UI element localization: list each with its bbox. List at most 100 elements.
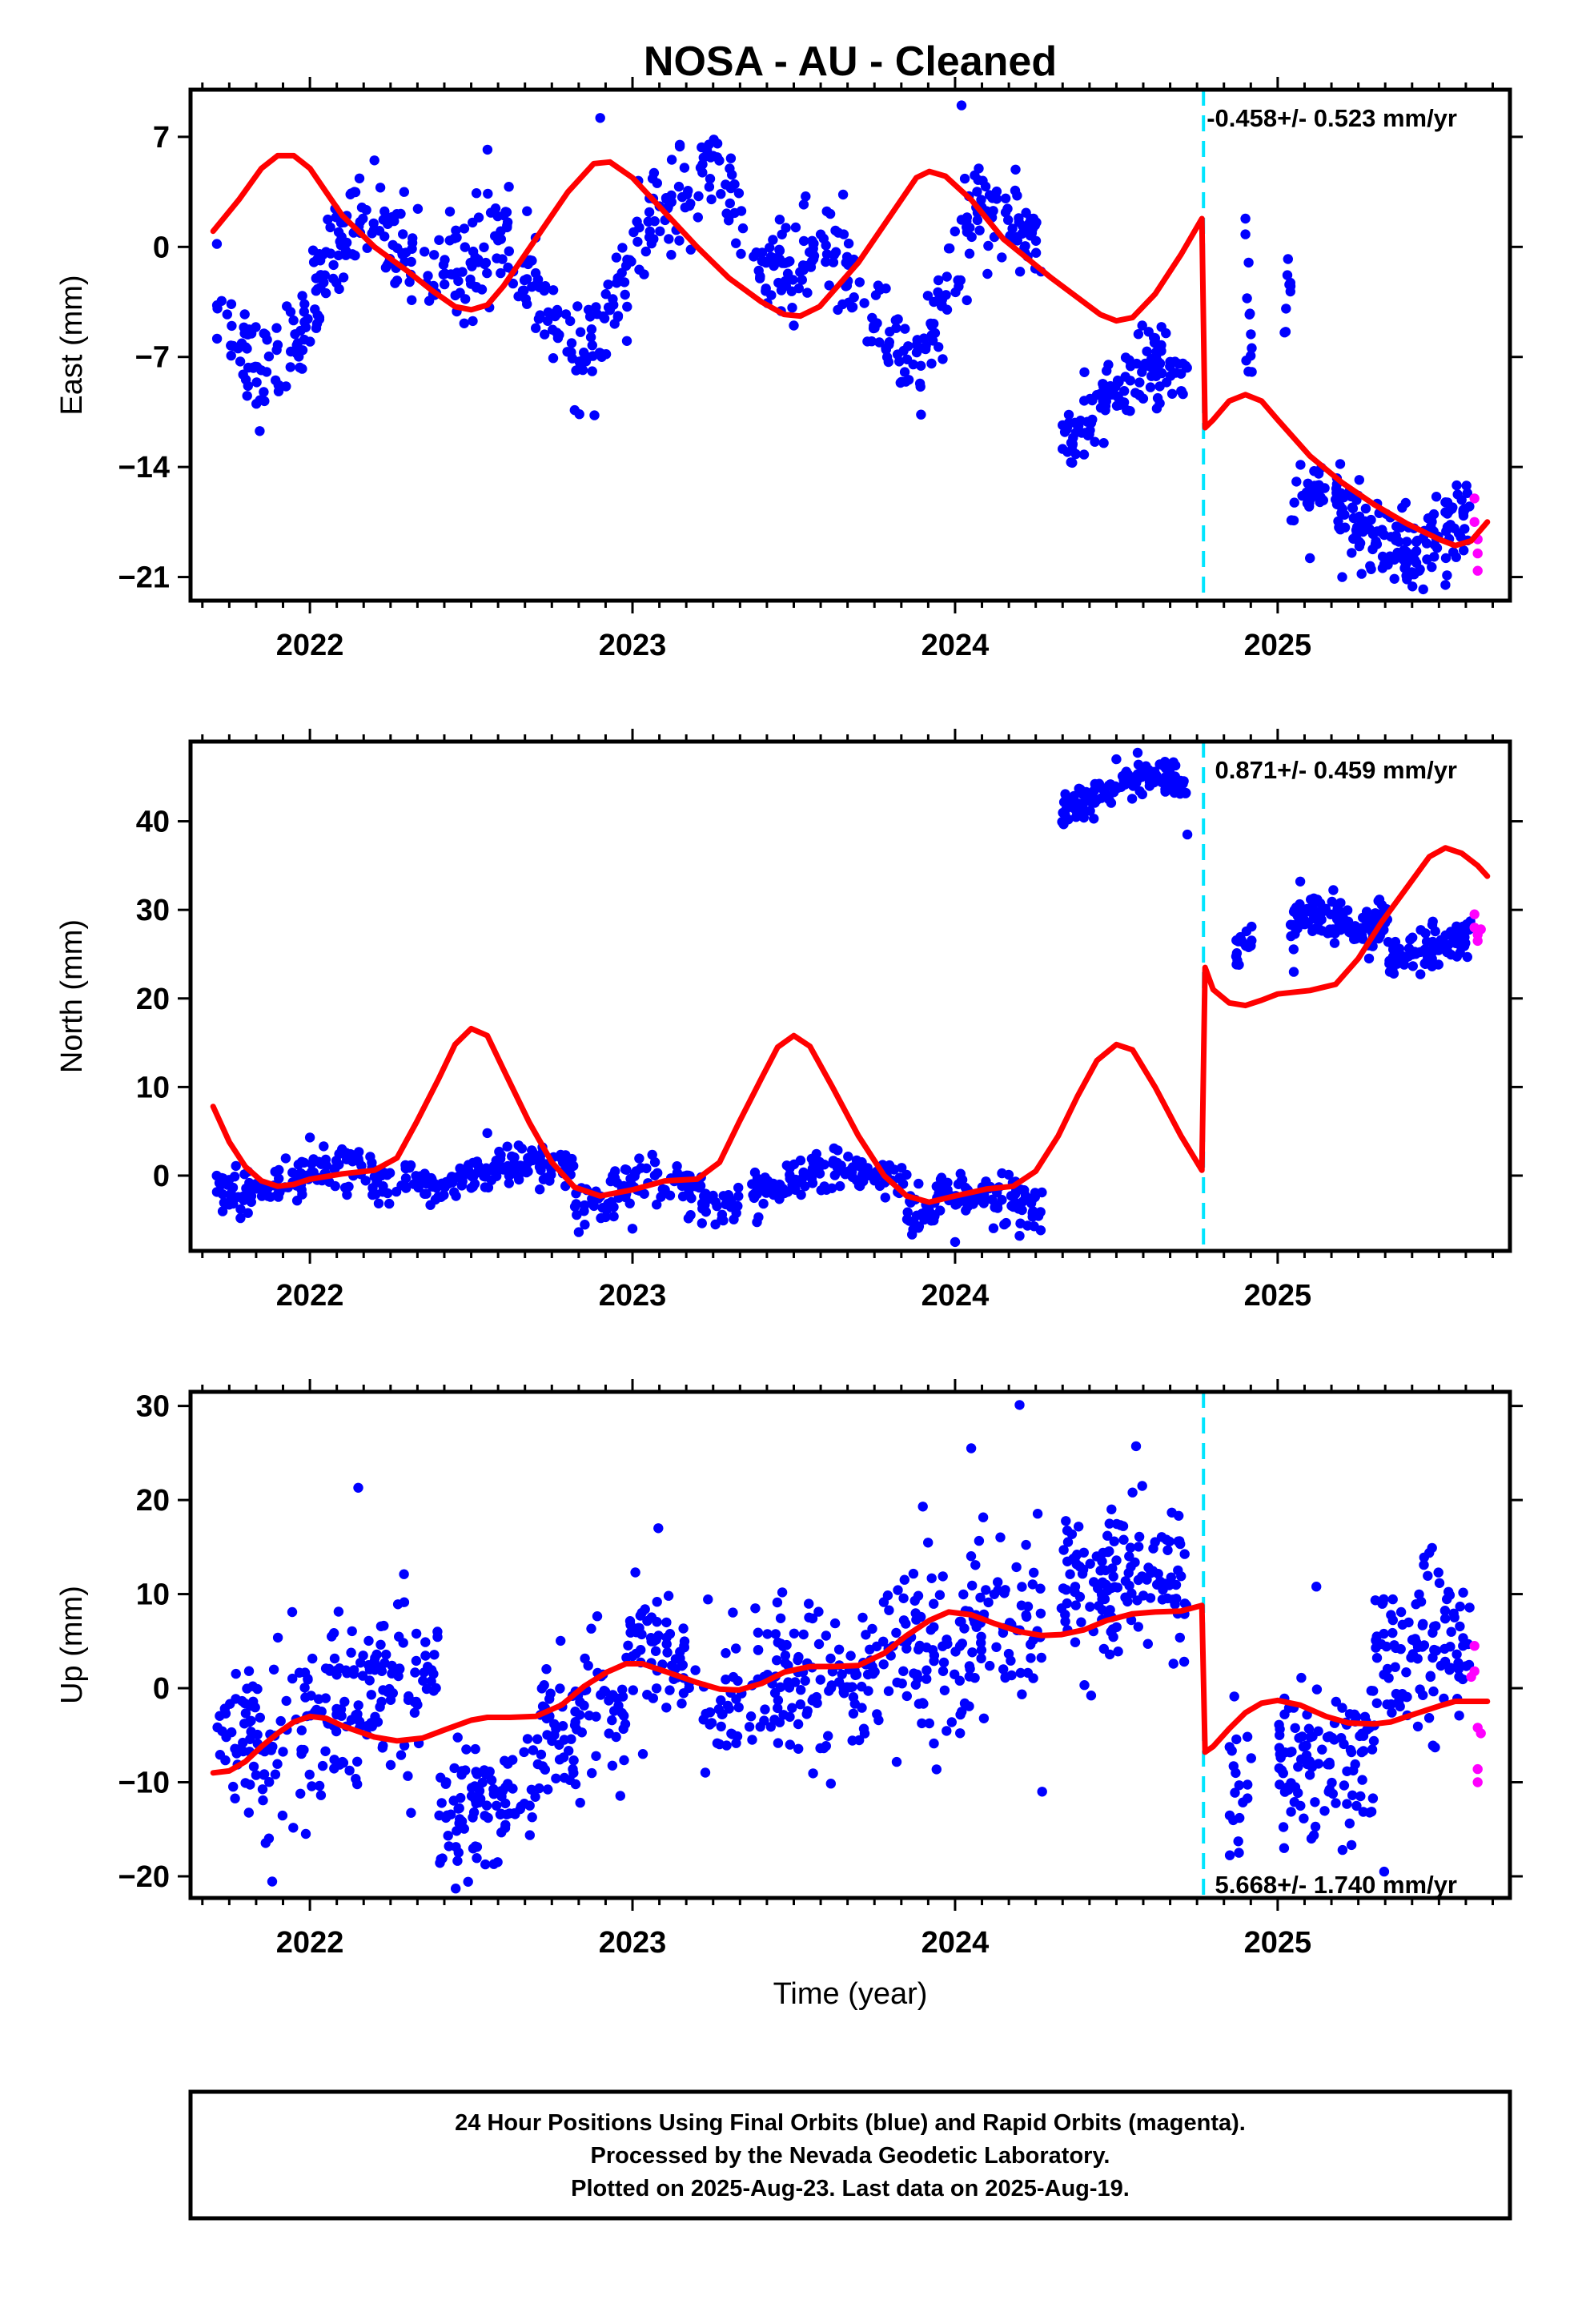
data-point [572, 1724, 582, 1735]
data-point [400, 1173, 412, 1184]
data-point [242, 391, 252, 401]
data-point [211, 239, 223, 249]
data-point [540, 1764, 550, 1775]
data-point [997, 252, 1007, 263]
data-point [367, 1189, 378, 1200]
data-point [975, 1592, 986, 1603]
data-point [459, 318, 469, 328]
data-point [829, 1618, 841, 1629]
data-point [535, 1184, 545, 1195]
data-point [1166, 1572, 1177, 1582]
data-point [603, 279, 613, 290]
data-point [1163, 768, 1174, 778]
data-point [1070, 1600, 1082, 1610]
data-point [274, 1187, 284, 1197]
rapid-orbit-point [1469, 493, 1480, 504]
data-point [1452, 951, 1463, 962]
data-point [634, 1153, 644, 1164]
x-tick-label: 2024 [921, 1926, 990, 1960]
data-point [444, 1178, 454, 1189]
data-point [1285, 281, 1296, 292]
data-point [248, 1696, 259, 1707]
data-point [300, 1828, 311, 1839]
data-point [744, 1722, 755, 1732]
data-point [329, 1653, 340, 1664]
data-point [787, 303, 797, 313]
data-point [1062, 1537, 1074, 1547]
data-point [1395, 1644, 1406, 1655]
data-point [1174, 1536, 1185, 1546]
data-point [1427, 916, 1438, 927]
data-point [761, 1188, 772, 1198]
data-point [342, 1189, 352, 1200]
data-point [354, 173, 365, 183]
data-point [631, 1648, 641, 1659]
data-point [384, 1198, 395, 1209]
data-point [894, 356, 905, 367]
data-point [252, 1729, 263, 1740]
data-point [1289, 497, 1299, 508]
data-point [769, 260, 779, 271]
data-point [295, 1168, 307, 1179]
data-point [824, 280, 834, 291]
data-point [457, 1176, 468, 1187]
data-point [1339, 509, 1350, 520]
data-point [967, 1580, 978, 1591]
data-point [404, 1693, 414, 1704]
data-point [299, 1667, 311, 1678]
data-point [816, 1185, 826, 1196]
data-point [1452, 930, 1462, 941]
data-point [1097, 1556, 1107, 1567]
data-point [211, 333, 223, 344]
data-point [1282, 270, 1293, 280]
data-point [632, 236, 643, 247]
data-point [1439, 1656, 1451, 1667]
data-point [1331, 494, 1341, 505]
data-point [545, 1688, 556, 1699]
data-point [978, 1512, 989, 1522]
data-point [651, 1683, 662, 1694]
data-point [1230, 1787, 1240, 1798]
data-point [356, 202, 367, 213]
data-point [814, 1168, 825, 1179]
data-point [923, 1538, 934, 1548]
data-point [731, 1643, 741, 1654]
data-point [1138, 393, 1149, 404]
chart-title: NOSA - AU - Cleaned [644, 38, 1057, 85]
data-point [950, 1669, 960, 1679]
data-point [615, 1791, 625, 1801]
data-point [483, 188, 493, 199]
data-point [349, 187, 359, 197]
y-tick-label: −21 [118, 561, 170, 595]
data-point [1102, 1530, 1113, 1541]
data-point [760, 1704, 770, 1715]
data-point [407, 243, 417, 254]
data-point [697, 1218, 707, 1228]
data-point [999, 1588, 1010, 1598]
data-point [1231, 951, 1242, 962]
data-point [964, 1661, 975, 1671]
data-point [998, 1627, 1009, 1638]
data-point [765, 243, 775, 253]
data-point [419, 1667, 429, 1678]
data-point [1379, 1594, 1389, 1605]
data-point [1296, 1754, 1307, 1765]
data-point [1419, 1640, 1430, 1651]
data-point [785, 1711, 795, 1723]
data-point [653, 1523, 664, 1534]
data-point [1246, 1753, 1257, 1763]
data-point [1451, 552, 1462, 562]
data-point [1016, 1600, 1027, 1610]
data-point [917, 1502, 928, 1512]
data-point [1060, 1616, 1070, 1627]
data-point [1278, 1822, 1289, 1832]
data-point [1365, 561, 1375, 571]
data-point [493, 1156, 504, 1167]
data-point [1331, 1696, 1342, 1707]
data-point [251, 1770, 262, 1780]
data-point [1295, 460, 1306, 470]
data-point [260, 1838, 271, 1848]
data-point [338, 272, 349, 283]
data-point [1296, 1672, 1307, 1683]
y-tick-label: 20 [136, 983, 170, 1016]
